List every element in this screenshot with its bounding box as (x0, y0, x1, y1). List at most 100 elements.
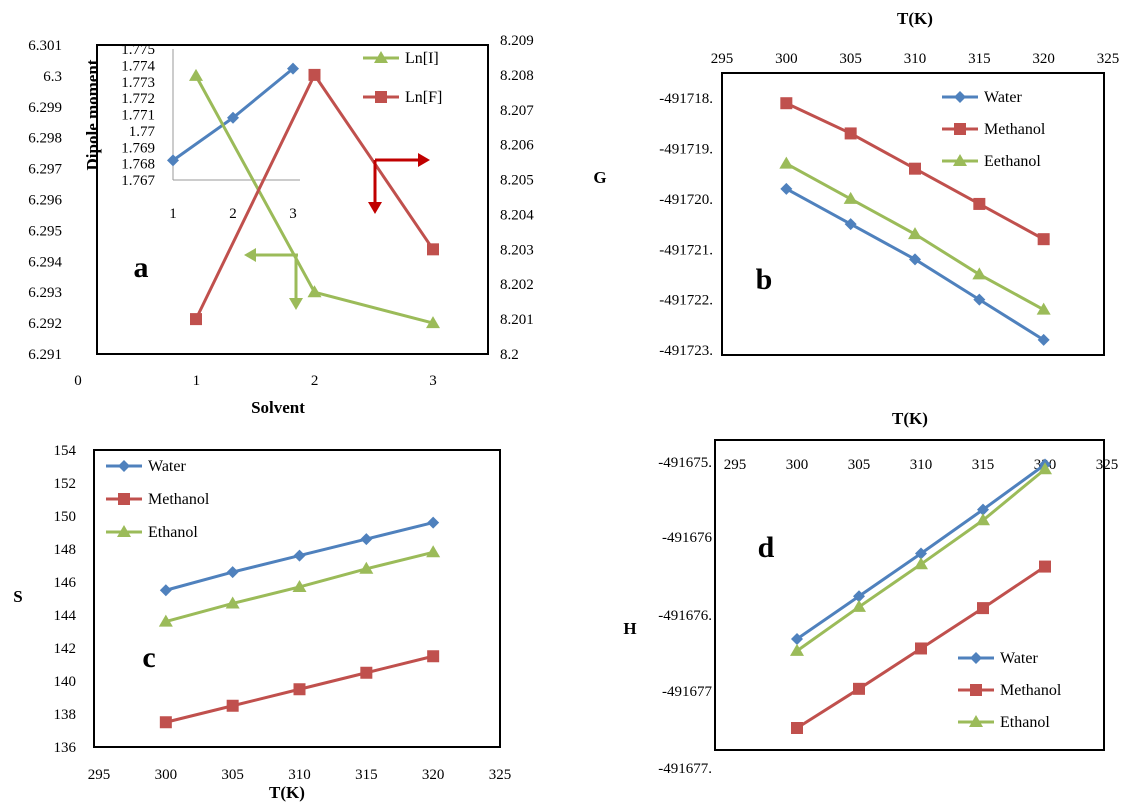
arrow-right-head (418, 153, 430, 167)
d-1-legend-marker (970, 684, 982, 696)
series-d-0-point-1 (853, 590, 865, 603)
x-tick-label: 310 (288, 767, 311, 783)
b-1-legend-marker (954, 123, 966, 135)
y-tick-label: -491676. (658, 608, 712, 624)
y-tick-label: 140 (54, 674, 77, 690)
y-tick-label: -491720. (659, 192, 713, 208)
series-d-2-point-2 (914, 557, 928, 570)
y-right-tick-label: 8.2 (500, 347, 519, 363)
inset-y-tick-label: 1.773 (121, 75, 155, 91)
c-0-legend-label: Water (148, 458, 186, 475)
inset-dipole-point-0 (167, 154, 179, 167)
series-c-0-point-4 (427, 516, 440, 529)
arrow-down-red-head (368, 202, 382, 214)
series-c-1-point-3 (360, 666, 373, 679)
x-tick-label: 310 (910, 457, 933, 473)
series-d-1-point-3 (977, 602, 989, 615)
y-tick-label: 142 (54, 641, 77, 657)
inset-y-tick-label: 1.769 (121, 140, 155, 156)
series-b-2-point-2 (908, 227, 922, 240)
y-tick-label: -491675. (658, 455, 712, 471)
x-axis-title: T(K) (892, 409, 928, 428)
series-ln-i-point-0 (189, 68, 203, 81)
series-ln-f-line (194, 71, 435, 320)
y-right-tick-label: 8.201 (500, 312, 534, 328)
series-c-2-point-2 (292, 579, 307, 592)
series-b-2-point-0 (779, 156, 794, 169)
y-right-tick-label: 8.202 (500, 277, 534, 293)
inset-dipole-point-2 (287, 62, 299, 75)
series-b-2-point-1 (843, 191, 858, 204)
x-tick-label: 300 (775, 51, 798, 67)
c-2-legend-label: Ethanol (148, 524, 198, 541)
y-right-tick-label: 8.204 (500, 207, 534, 223)
series-b-0-point-4 (1037, 333, 1050, 346)
arrow-down-head (289, 298, 303, 310)
x-tick-label: 1 (193, 373, 201, 389)
inset-y-axis-title: Dipole moment (83, 59, 102, 170)
series-d-1-point-4 (1039, 560, 1051, 573)
panel-b: T(K) 295 300 305 310 315 320 325 -491718. -491719… (593, 9, 1119, 359)
c-1-legend-marker (118, 493, 130, 505)
y-right-tick-label: 8.206 (500, 138, 534, 154)
x-tick-label: 0 (74, 373, 82, 389)
series-b-1-point-1 (844, 127, 857, 140)
x-tick-label: 305 (839, 51, 862, 67)
ln-f-legend-marker (375, 91, 387, 103)
b-2-legend-marker (953, 154, 967, 166)
series-ln-f-point-2 (427, 243, 439, 256)
d-2-legend-label: Ethanol (1000, 714, 1050, 731)
series-b-2-point-4 (1036, 302, 1051, 315)
series-ln-f-point-0 (190, 313, 202, 326)
ln-i-legend-marker (374, 51, 388, 63)
panel-label-b: b (756, 263, 773, 296)
series-c-0-point-0 (159, 584, 172, 597)
c-2-legend-marker (117, 525, 131, 537)
inset-x-tick-label: 1 (169, 206, 177, 222)
x-tick-label: 315 (355, 767, 378, 783)
y-left-tick-label: 6.3 (43, 69, 62, 85)
inset-y-tick-label: 1.775 (121, 42, 155, 58)
inset-x-tick-label: 3 (289, 206, 297, 222)
x-tick-label: 2 (311, 373, 319, 389)
y-tick-label: 136 (54, 740, 77, 756)
series-b-0-point-0 (780, 182, 793, 195)
panel-c: 136 138 140 142 144 146 148 150 152 154 295 300 305 3… (13, 443, 511, 802)
panel-a: 6.291 6.292 6.293 6.294 6.295 6.296 6.297 6.298… (28, 33, 534, 417)
c-1-legend-label: Methanol (148, 491, 210, 508)
y-tick-label: 152 (54, 476, 77, 492)
series-c-0-point-2 (293, 549, 306, 562)
b-0-legend-label: Water (984, 89, 1022, 106)
y-left-tick-label: 6.295 (28, 223, 62, 239)
x-tick-label: 295 (711, 51, 734, 67)
x-tick-label: 315 (968, 51, 991, 67)
y-axis-title: G (593, 168, 606, 187)
x-tick-label: 305 (848, 457, 871, 473)
ln-i-legend-label: Ln[I] (405, 50, 439, 67)
plot-frame (93, 449, 501, 748)
b-2-legend-label: Eethanol (984, 153, 1041, 170)
x-tick-label: 300 (786, 457, 809, 473)
series-b-2-point-3 (972, 267, 987, 280)
panel-label-c: c (142, 641, 155, 674)
d-0-legend-label: Water (1000, 650, 1038, 667)
y-left-tick-label: 6.299 (28, 100, 62, 116)
inset-y-tick-label: 1.77 (129, 124, 156, 140)
y-tick-label: -491723. (659, 343, 713, 359)
y-tick-label: -491722. (659, 293, 713, 309)
inset-y-tick-label: 1.774 (121, 58, 155, 74)
series-d-1-point-0 (791, 722, 803, 734)
series-b-1-point-4 (1037, 233, 1050, 246)
x-tick-label: 295 (724, 457, 747, 473)
series-d-1-point-1 (853, 682, 865, 695)
series-b-1-point-0 (780, 97, 793, 110)
x-tick-label: 3 (429, 373, 437, 389)
d-1-legend-label: Methanol (1000, 682, 1062, 699)
series-d-2-point-0 (790, 643, 804, 656)
inset-x-tick-label: 2 (229, 206, 237, 222)
series-b-1-point-3 (973, 197, 986, 210)
y-tick-label: -491721. (659, 242, 713, 258)
x-tick-label: 305 (221, 767, 244, 783)
inset-y-tick-label: 1.772 (121, 91, 155, 107)
